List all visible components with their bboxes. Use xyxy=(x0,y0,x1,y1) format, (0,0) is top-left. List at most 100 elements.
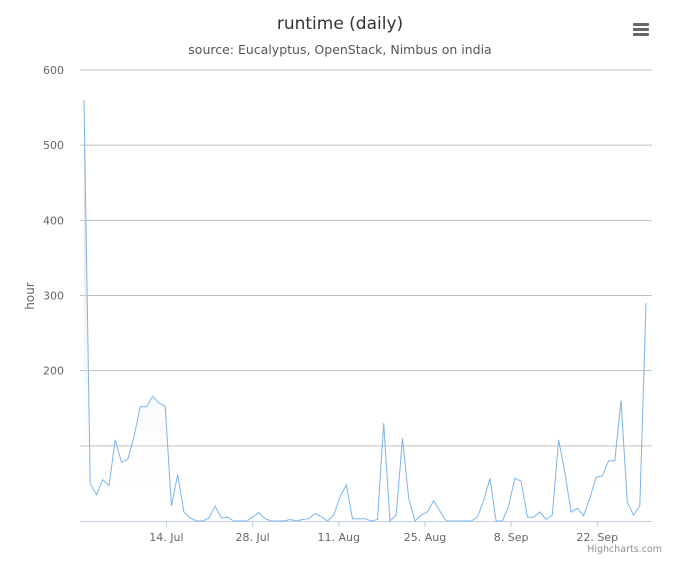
data-point[interactable] xyxy=(408,497,410,499)
chart-title: runtime (daily) xyxy=(276,14,404,34)
data-point[interactable] xyxy=(152,395,154,397)
data-point[interactable] xyxy=(582,515,584,517)
data-point[interactable] xyxy=(557,439,559,441)
data-point[interactable] xyxy=(420,514,422,516)
hamburger-menu-icon[interactable] xyxy=(628,18,654,42)
data-point[interactable] xyxy=(395,514,397,516)
data-point[interactable] xyxy=(401,437,403,439)
data-point[interactable] xyxy=(632,514,634,516)
data-point[interactable] xyxy=(595,476,597,478)
data-point[interactable] xyxy=(164,405,166,407)
data-point[interactable] xyxy=(127,458,129,460)
x-axis-labels: 14. Jul 28. Jul 11. Aug 25. Aug 8. Sep 22. Se… xyxy=(149,521,618,544)
grid-lines xyxy=(80,69,652,522)
credits-link[interactable]: Highcharts.com xyxy=(587,544,662,555)
data-point[interactable] xyxy=(301,518,303,520)
data-point[interactable] xyxy=(470,520,472,522)
data-point[interactable] xyxy=(445,520,447,522)
data-point[interactable] xyxy=(532,516,534,518)
data-point[interactable] xyxy=(526,516,528,518)
data-point[interactable] xyxy=(433,500,435,502)
data-point[interactable] xyxy=(114,439,116,441)
data-point[interactable] xyxy=(120,461,122,463)
data-point[interactable] xyxy=(539,511,541,513)
data-point[interactable] xyxy=(245,520,247,522)
data-point[interactable] xyxy=(108,485,110,487)
data-point[interactable] xyxy=(314,512,316,514)
x-tick-label: 25. Aug xyxy=(404,531,446,544)
x-tick-label: 28. Jul xyxy=(235,531,269,544)
data-point[interactable] xyxy=(83,99,85,101)
data-point[interactable] xyxy=(489,477,491,479)
data-point[interactable] xyxy=(639,505,641,507)
data-point[interactable] xyxy=(376,518,378,520)
data-point[interactable] xyxy=(389,520,391,522)
data-point[interactable] xyxy=(170,505,172,507)
data-point[interactable] xyxy=(233,520,235,522)
data-point[interactable] xyxy=(501,520,503,522)
data-point[interactable] xyxy=(239,520,241,522)
data-point[interactable] xyxy=(464,520,466,522)
data-point[interactable] xyxy=(507,505,509,507)
data-point[interactable] xyxy=(451,520,453,522)
data-point[interactable] xyxy=(620,400,622,402)
data-point[interactable] xyxy=(264,518,266,520)
data-point[interactable] xyxy=(214,505,216,507)
data-point[interactable] xyxy=(495,520,497,522)
data-point[interactable] xyxy=(177,473,179,475)
data-point[interactable] xyxy=(601,475,603,477)
data-point[interactable] xyxy=(626,501,628,503)
data-point[interactable] xyxy=(295,520,297,522)
data-point[interactable] xyxy=(351,518,353,520)
data-point[interactable] xyxy=(570,511,572,513)
data-point[interactable] xyxy=(139,406,141,408)
data-point[interactable] xyxy=(476,516,478,518)
data-point[interactable] xyxy=(520,480,522,482)
data-point[interactable] xyxy=(195,520,197,522)
data-point[interactable] xyxy=(258,512,260,514)
data-point[interactable] xyxy=(426,511,428,513)
data-point[interactable] xyxy=(220,517,222,519)
data-point[interactable] xyxy=(345,484,347,486)
y-tick-label: 300 xyxy=(43,290,64,303)
data-point[interactable] xyxy=(201,520,203,522)
data-point[interactable] xyxy=(576,507,578,509)
data-point[interactable] xyxy=(482,500,484,502)
data-point[interactable] xyxy=(158,402,160,404)
data-point[interactable] xyxy=(333,514,335,516)
data-point[interactable] xyxy=(545,518,547,520)
data-point[interactable] xyxy=(383,422,385,424)
data-point[interactable] xyxy=(589,497,591,499)
data-point[interactable] xyxy=(189,517,191,519)
data-point[interactable] xyxy=(370,520,372,522)
data-point[interactable] xyxy=(358,518,360,520)
data-point[interactable] xyxy=(551,514,553,516)
data-point[interactable] xyxy=(320,515,322,517)
data-point[interactable] xyxy=(102,479,104,481)
data-point[interactable] xyxy=(133,436,135,438)
data-point[interactable] xyxy=(89,482,91,484)
data-point[interactable] xyxy=(226,516,228,518)
data-point[interactable] xyxy=(283,520,285,522)
data-point[interactable] xyxy=(183,511,185,513)
data-point[interactable] xyxy=(458,520,460,522)
data-point[interactable] xyxy=(276,520,278,522)
data-point[interactable] xyxy=(95,494,97,496)
data-point[interactable] xyxy=(645,302,647,304)
data-point[interactable] xyxy=(308,518,310,520)
data-point[interactable] xyxy=(270,520,272,522)
data-point[interactable] xyxy=(564,471,566,473)
data-point[interactable] xyxy=(414,520,416,522)
data-point[interactable] xyxy=(289,518,291,520)
data-point[interactable] xyxy=(326,520,328,522)
data-point[interactable] xyxy=(339,496,341,498)
data-point[interactable] xyxy=(208,517,210,519)
data-point[interactable] xyxy=(251,516,253,518)
data-point[interactable] xyxy=(514,477,516,479)
data-point[interactable] xyxy=(439,510,441,512)
series-line[interactable] xyxy=(83,100,647,523)
data-point[interactable] xyxy=(614,460,616,462)
data-point[interactable] xyxy=(145,406,147,408)
data-point[interactable] xyxy=(364,518,366,520)
data-point[interactable] xyxy=(607,460,609,462)
